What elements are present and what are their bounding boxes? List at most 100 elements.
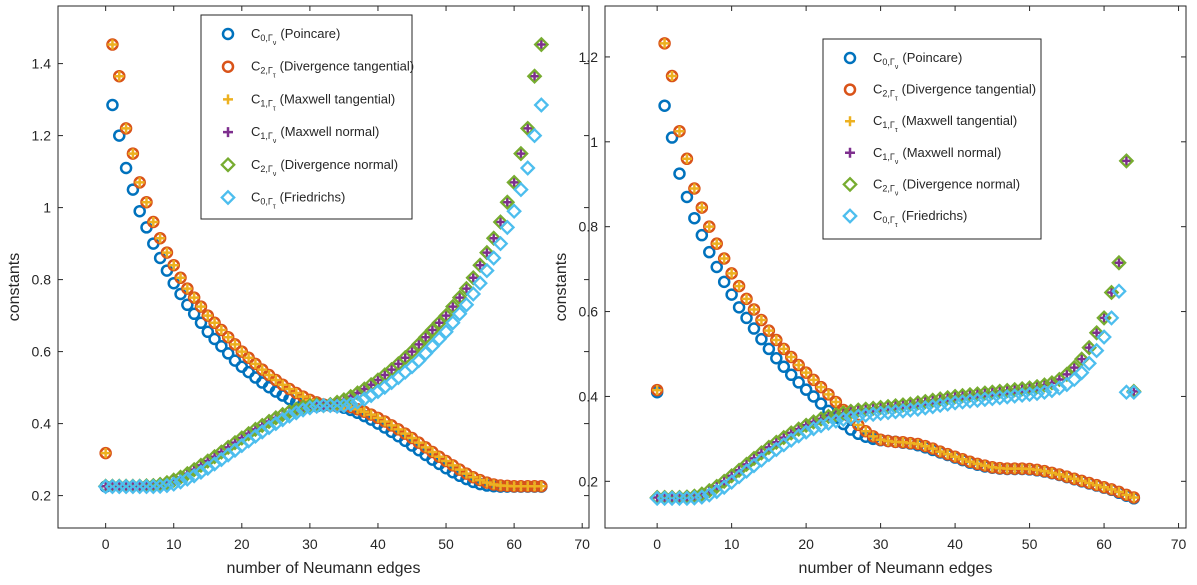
data-point-friedrichs (145, 478, 162, 495)
legend-label-div_norm: C2,Γν(Divergence normal) (873, 176, 1020, 197)
data-point-max_tan (756, 315, 767, 326)
data-point-friedrichs (902, 402, 919, 418)
data-point-max_norm (1069, 362, 1080, 373)
data-point-div_norm (533, 36, 550, 53)
data-point-max_tan (927, 443, 938, 454)
legend-marker-div_norm (842, 176, 858, 193)
data-point-div_norm (887, 397, 904, 414)
data-point-div_norm (865, 400, 881, 417)
legend-marker-poincare (843, 51, 857, 65)
data-point-max_tan (257, 364, 268, 375)
data-point-div_norm (1103, 284, 1120, 301)
data-point-friedrichs (828, 413, 844, 429)
legend-label-max_tan: C1,Γτ(Maxwell tangential) (251, 91, 395, 112)
data-point-max_norm (413, 339, 424, 350)
data-point-max_tan (134, 177, 145, 188)
data-point-max_tan (1046, 467, 1057, 478)
data-point-max_tan (1091, 480, 1102, 491)
data-point-friedrichs (159, 477, 175, 494)
data-point-max_tan (284, 384, 295, 395)
data-point-max_tan (652, 385, 663, 396)
data-point-max_tan (100, 448, 111, 459)
data-point-max_tan (413, 437, 424, 448)
data-point-max_tan (1106, 484, 1117, 495)
data-point-div_norm (1014, 380, 1030, 397)
data-point-div_norm (939, 389, 956, 406)
data-point-max_norm (468, 272, 479, 283)
data-point-friedrichs (857, 407, 874, 423)
data-point-friedrichs (295, 402, 311, 418)
data-point-friedrichs (917, 400, 934, 416)
data-point-poincare (740, 311, 753, 325)
data-point-max_tan (359, 406, 370, 417)
data-point-max_tan (1054, 469, 1065, 480)
x-tick-label: 60 (506, 536, 522, 552)
data-point-div_norm (835, 405, 852, 421)
y-tick-label: 1 (43, 200, 51, 216)
data-point-max_tan (964, 456, 975, 467)
data-point-max_tan (1076, 475, 1087, 486)
data-point-max_tan (950, 451, 961, 462)
data-point-friedrichs (1021, 386, 1038, 403)
data-point-max_tan (860, 426, 871, 437)
data-point-max_tan (734, 281, 745, 292)
data-point-max_tan (114, 71, 125, 82)
data-point-max_tan (786, 351, 797, 362)
data-point-max_tan (264, 370, 275, 380)
series-max_tan (652, 38, 1139, 503)
series-friedrichs (97, 97, 550, 495)
data-point-max_norm (420, 332, 431, 343)
data-point-max_tan (434, 451, 445, 462)
legend-marker-div_tan (843, 83, 857, 96)
data-point-max_tan (461, 468, 472, 479)
data-point-friedrichs (472, 275, 488, 292)
data-point-poincare (799, 383, 813, 396)
y-tick-label: 1.2 (32, 128, 52, 144)
data-point-poincare (814, 397, 828, 410)
data-point-max_tan (1039, 466, 1050, 477)
data-point-max_norm (379, 370, 390, 380)
data-point-max_norm (502, 197, 513, 208)
data-point-friedrichs (288, 404, 305, 421)
data-point-div_norm (947, 388, 963, 405)
x-tick-label: 50 (438, 536, 454, 552)
data-point-friedrichs (1111, 283, 1127, 300)
data-point-max_tan (972, 458, 983, 469)
data-point-friedrichs (872, 405, 889, 422)
legend-label-div_tan: C2,Γτ(Divergence tangential) (873, 82, 1036, 103)
x-tick-label: 40 (370, 536, 386, 552)
data-point-div_norm (1111, 254, 1127, 271)
data-point-friedrichs (977, 391, 993, 408)
data-point-max_tan (1113, 486, 1124, 497)
data-point-friedrichs (485, 250, 502, 266)
data-point-max_tan (420, 442, 431, 453)
data-point-friedrichs (492, 235, 509, 252)
data-point-poincare (717, 275, 731, 289)
data-point-max_tan (250, 358, 261, 369)
data-point-friedrichs (356, 391, 373, 407)
data-point-max_tan (175, 272, 186, 283)
data-point-poincare (784, 368, 798, 382)
data-point-poincare (187, 307, 201, 321)
data-point-max_tan (726, 268, 737, 279)
x-tick-label: 20 (234, 536, 250, 552)
legend-marker-div_tan (221, 60, 235, 73)
y-tick-label: 0.8 (32, 272, 52, 288)
y-tick-label: 0.6 (579, 304, 599, 320)
data-point-poincare (119, 161, 133, 175)
data-point-div_norm (902, 396, 919, 412)
data-point-friedrichs (261, 419, 277, 436)
data-point-max_tan (1061, 471, 1072, 482)
data-point-max_tan (475, 475, 486, 486)
data-point-div_norm (857, 401, 874, 417)
legend-marker-div_norm (220, 156, 236, 173)
data-point-max_tan (1032, 464, 1043, 475)
y-tick-label: 0.6 (32, 344, 52, 360)
data-point-max_tan (127, 148, 138, 159)
data-point-max_tan (291, 388, 302, 398)
data-point-max_norm (386, 364, 397, 375)
y-tick-label: 0.4 (32, 416, 52, 432)
data-point-max_tan (659, 38, 670, 49)
data-point-poincare (725, 288, 738, 301)
